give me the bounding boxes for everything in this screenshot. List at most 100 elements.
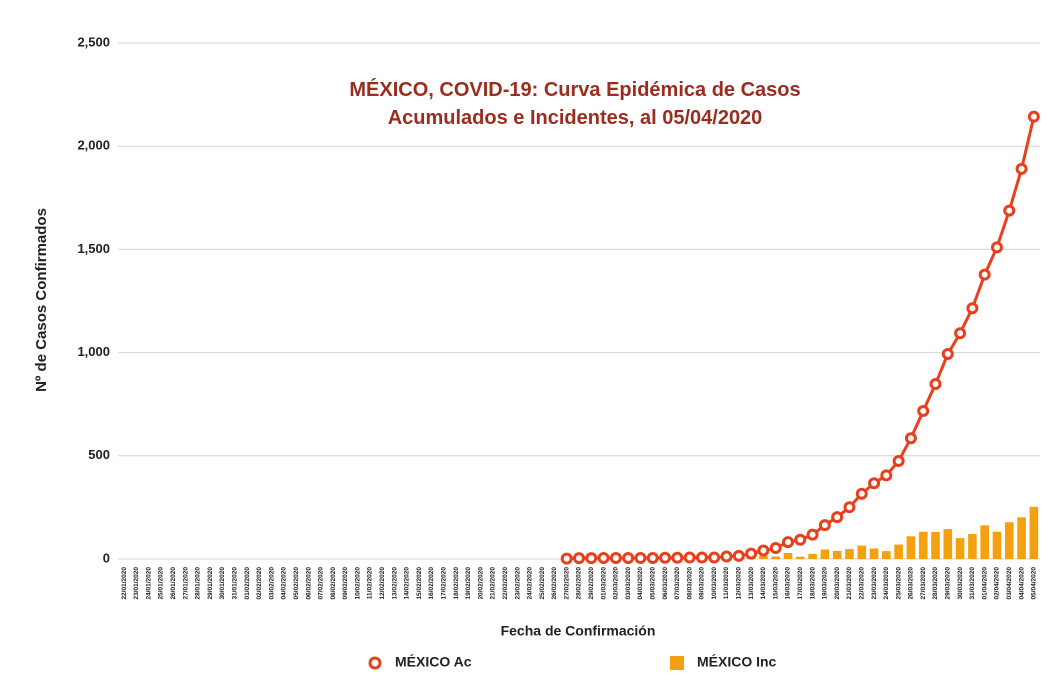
bar: [759, 555, 768, 559]
x-tick-label: 05/03/2020: [649, 567, 656, 600]
x-tick-label: 12/03/2020: [736, 567, 743, 600]
x-axis-label: Fecha de Confirmación: [501, 623, 656, 639]
y-axis-label: Nº de Casos Confirmados: [33, 208, 50, 392]
x-tick-label: 28/01/2020: [195, 567, 202, 600]
x-tick-label: 03/04/2020: [1006, 567, 1013, 600]
marker: [769, 542, 782, 555]
marker: [990, 241, 1003, 254]
x-tick-label: 16/03/2020: [785, 567, 792, 600]
x-tick-label: 06/03/2020: [662, 567, 669, 600]
x-tick-label: 21/02/2020: [490, 567, 497, 600]
x-tick-label: 26/03/2020: [908, 567, 915, 600]
y-tick-label: 1,500: [77, 241, 110, 256]
x-tick-label: 25/01/2020: [158, 567, 165, 600]
x-tick-label: 19/02/2020: [465, 567, 472, 600]
bar: [832, 550, 842, 559]
x-tick-label: 07/02/2020: [318, 567, 325, 600]
marker: [745, 547, 758, 560]
x-tick-label: 24/02/2020: [527, 567, 534, 600]
x-tick-label: 23/01/2020: [133, 567, 140, 600]
x-tick-label: 15/03/2020: [772, 567, 779, 600]
x-tick-label: 28/02/2020: [576, 567, 583, 600]
marker: [806, 528, 819, 541]
bar: [980, 525, 989, 559]
x-tick-label: 11/02/2020: [367, 567, 374, 600]
x-tick-label: 03/02/2020: [268, 567, 275, 600]
x-tick-label: 14/02/2020: [404, 567, 411, 600]
x-tick-label: 20/02/2020: [477, 567, 484, 600]
bar: [783, 553, 793, 559]
bar: [894, 544, 903, 559]
marker: [634, 551, 647, 564]
x-tick-label: 18/03/2020: [809, 567, 816, 600]
x-tick-label: 19/03/2020: [822, 567, 829, 600]
x-tick-label: 21/03/2020: [846, 567, 853, 600]
bar: [1017, 517, 1026, 559]
bar: [771, 556, 780, 559]
x-tick-label: 02/04/2020: [994, 567, 1001, 600]
x-tick-label: 13/02/2020: [391, 567, 398, 600]
x-tick-label: 17/03/2020: [797, 567, 804, 600]
x-tick-label: 09/03/2020: [699, 567, 706, 600]
x-tick-label: 04/03/2020: [637, 567, 644, 600]
x-tick-label: 06/02/2020: [305, 567, 312, 600]
bar: [820, 549, 830, 559]
x-tick-label: 01/04/2020: [981, 567, 988, 600]
x-tick-label: 10/02/2020: [354, 567, 361, 600]
marker: [941, 348, 954, 361]
marker: [683, 551, 696, 564]
x-tick-label: 05/02/2020: [293, 567, 300, 600]
marker: [609, 551, 622, 564]
x-tick-label: 08/02/2020: [330, 567, 337, 600]
x-tick-label: 24/03/2020: [883, 567, 890, 600]
legend-marker: [670, 656, 684, 670]
y-tick-label: 500: [88, 447, 110, 462]
bar: [906, 536, 916, 559]
marker: [720, 550, 733, 563]
x-tick-label: 27/03/2020: [920, 567, 927, 600]
y-tick-label: 0: [103, 550, 110, 565]
x-tick-label: 27/01/2020: [182, 567, 189, 600]
x-tick-label: 23/02/2020: [514, 567, 521, 600]
marker: [659, 551, 672, 564]
bar: [992, 531, 1002, 559]
marker: [794, 533, 807, 546]
marker: [671, 551, 684, 564]
x-tick-label: 25/02/2020: [539, 567, 546, 600]
x-tick-label: 04/02/2020: [281, 567, 288, 600]
x-tick-label: 31/03/2020: [969, 567, 976, 600]
x-tick-label: 07/03/2020: [674, 567, 681, 600]
marker: [597, 551, 610, 564]
marker: [573, 552, 585, 565]
x-tick-label: 29/02/2020: [588, 567, 595, 600]
x-tick-label: 22/03/2020: [858, 567, 865, 600]
x-tick-label: 30/01/2020: [219, 567, 226, 600]
bar: [845, 549, 854, 559]
marker: [1027, 110, 1040, 123]
x-tick-label: 13/03/2020: [748, 567, 755, 600]
x-tick-label: 04/04/2020: [1018, 567, 1025, 600]
bar: [808, 553, 817, 559]
bar: [968, 534, 977, 559]
x-tick-label: 08/03/2020: [686, 567, 693, 600]
x-tick-label: 24/01/2020: [145, 567, 152, 600]
marker: [560, 552, 573, 565]
marker: [831, 511, 844, 524]
bar: [955, 538, 965, 559]
bar: [1029, 506, 1039, 559]
marker: [954, 327, 967, 340]
bar: [882, 551, 891, 559]
x-tick-label: 28/03/2020: [932, 567, 939, 600]
marker: [880, 469, 893, 482]
x-tick-label: 18/02/2020: [453, 567, 460, 600]
marker: [868, 477, 881, 490]
x-tick-label: 03/03/2020: [625, 567, 632, 600]
x-tick-label: 01/03/2020: [600, 567, 607, 600]
bar: [869, 548, 879, 559]
x-tick-label: 16/02/2020: [428, 567, 435, 600]
x-tick-label: 29/03/2020: [945, 567, 952, 600]
marker: [892, 454, 905, 467]
x-tick-label: 02/03/2020: [613, 567, 620, 600]
bar: [795, 556, 805, 559]
